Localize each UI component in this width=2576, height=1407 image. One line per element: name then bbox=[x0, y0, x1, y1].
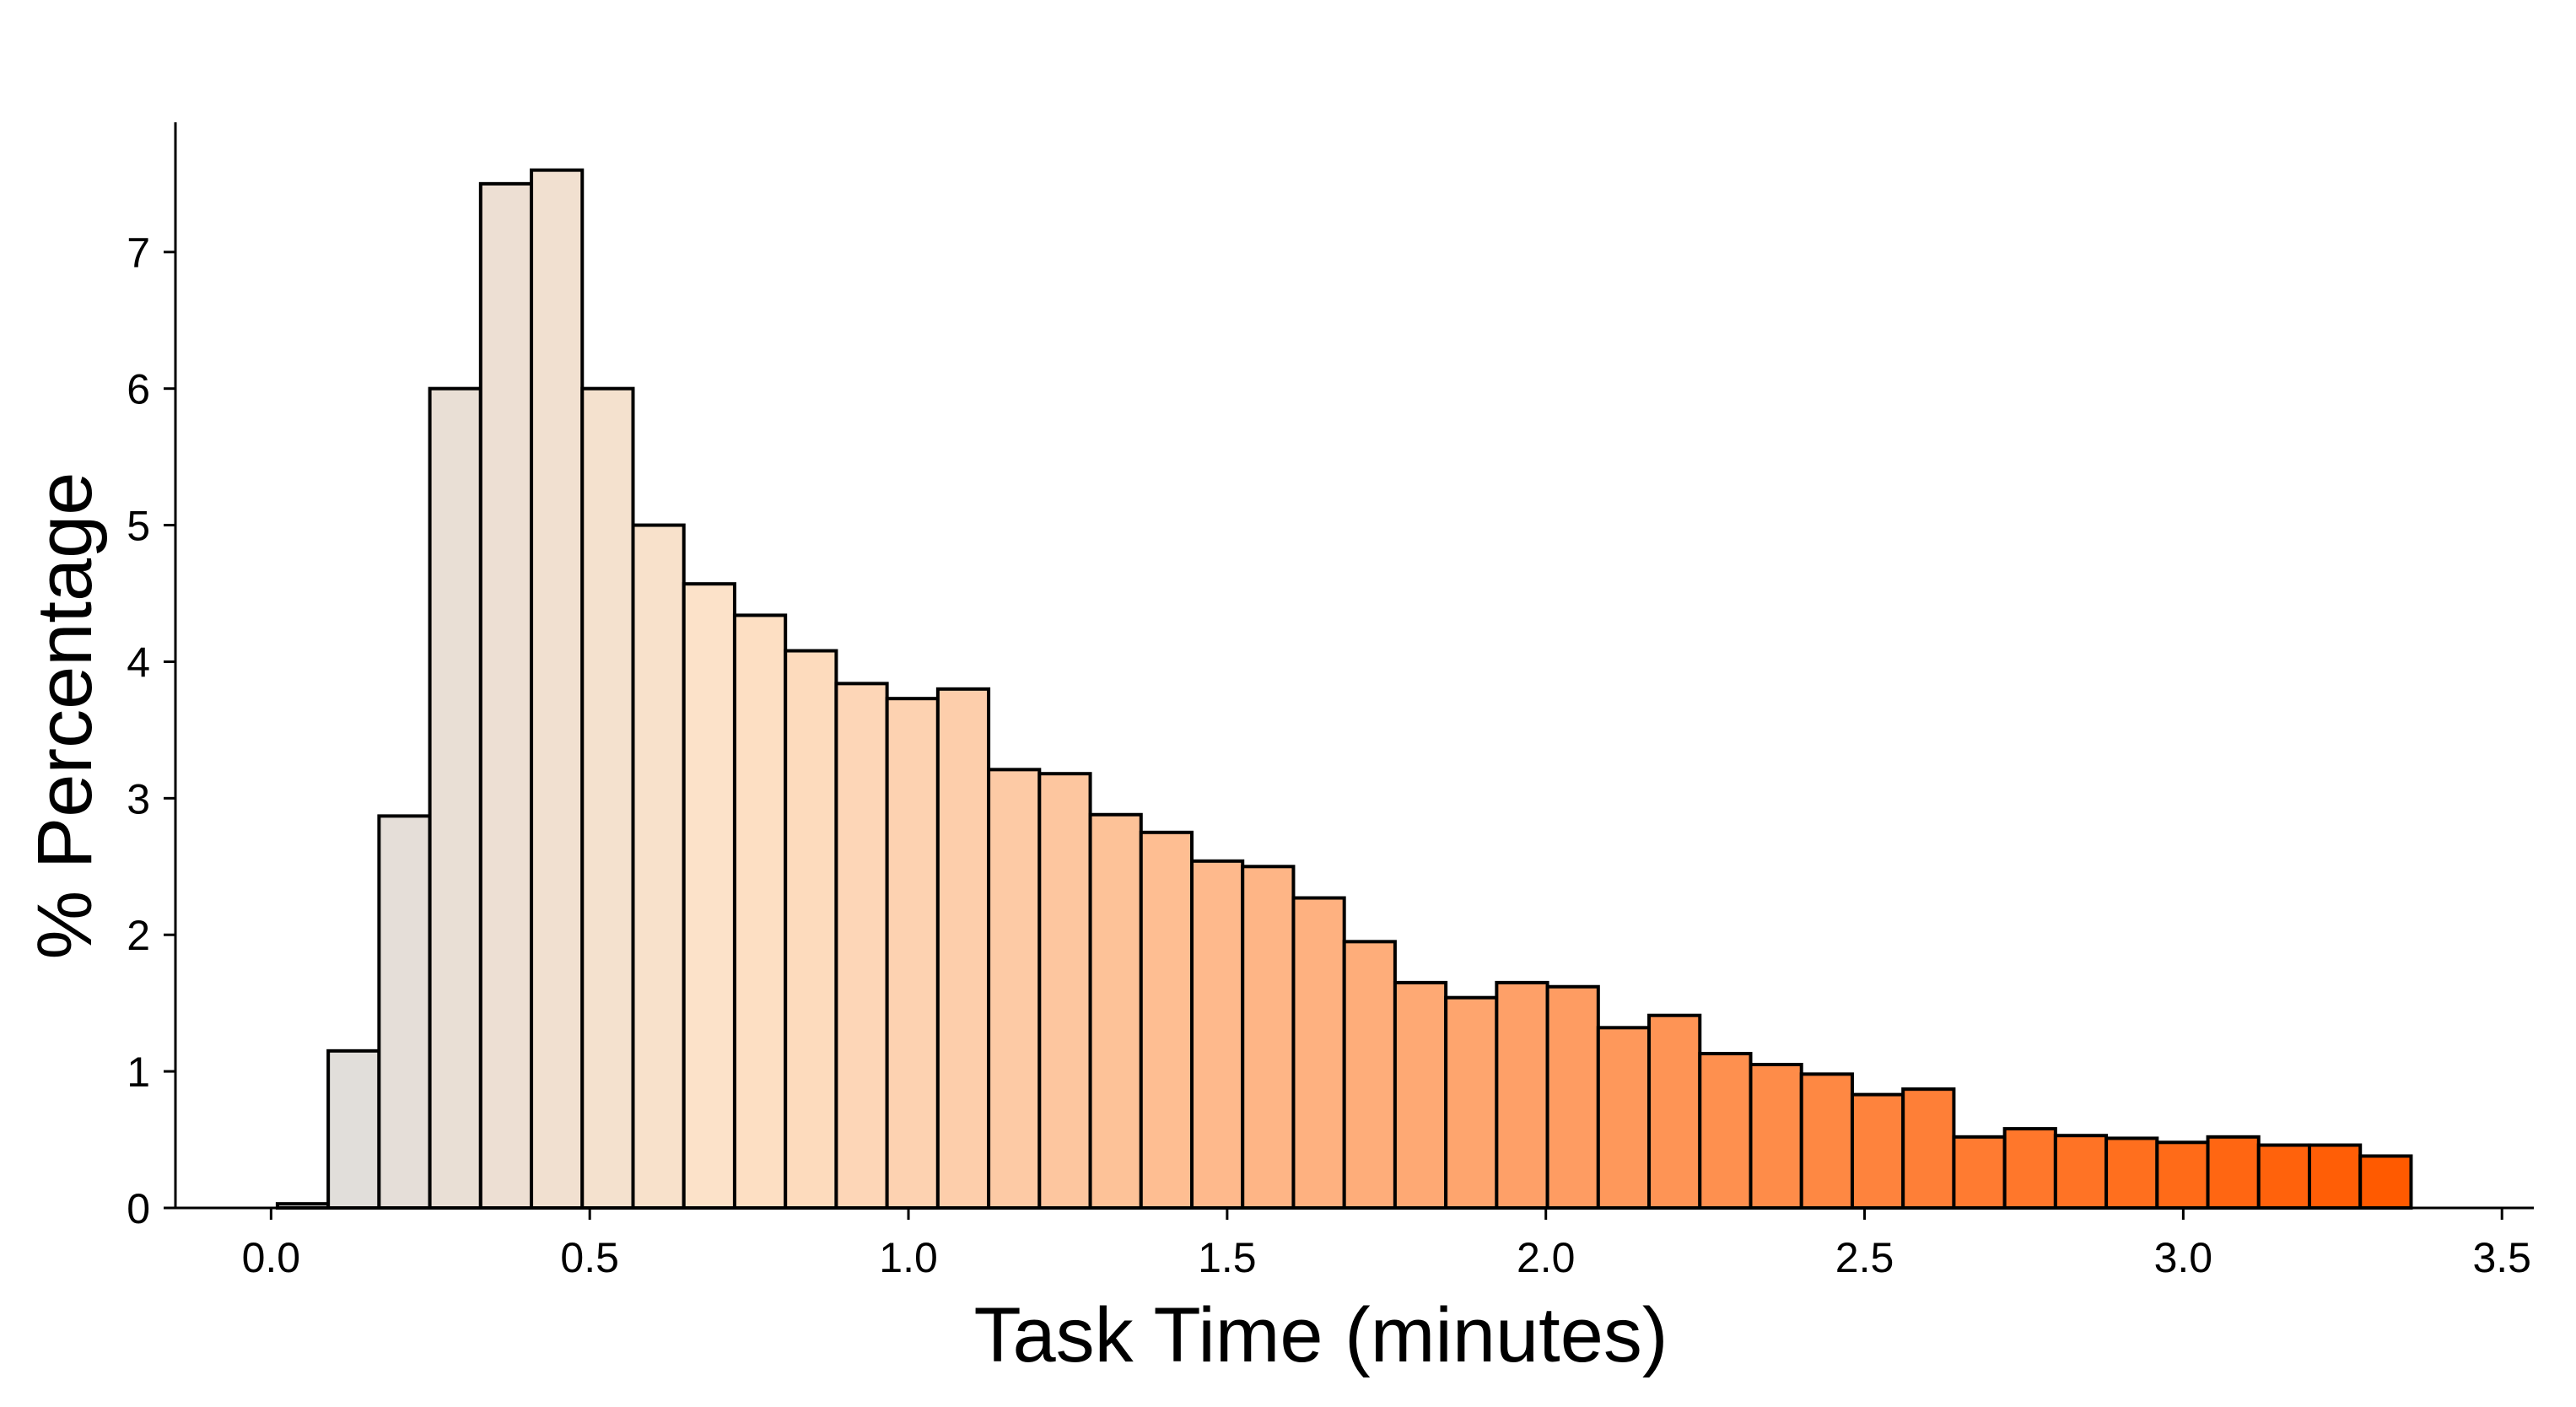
histogram-bar bbox=[478, 181, 534, 1210]
histogram-bar bbox=[2104, 1136, 2159, 1210]
histogram-bar bbox=[1444, 995, 1499, 1210]
y-ticks-layer: 0 1 2 3 4 5 6 7 bbox=[127, 229, 175, 1232]
x-axis-title: Task Time (minutes) bbox=[973, 1292, 1668, 1378]
histogram-bar bbox=[2206, 1135, 2261, 1210]
histogram-bar bbox=[2256, 1143, 2312, 1210]
histogram-bar bbox=[631, 523, 686, 1210]
y-axis-title: % Percentage bbox=[22, 472, 108, 960]
bars-layer bbox=[275, 168, 2413, 1210]
histogram-bar bbox=[326, 1049, 381, 1210]
histogram-bar bbox=[1393, 980, 1448, 1210]
histogram-bar bbox=[732, 613, 788, 1210]
histogram-bar bbox=[2155, 1140, 2210, 1210]
y-tick-label: 0 bbox=[127, 1185, 150, 1232]
histogram-bar bbox=[428, 386, 482, 1210]
x-tick-label: 2.5 bbox=[1835, 1234, 1894, 1281]
axes-layer bbox=[174, 122, 2534, 1210]
histogram-bar bbox=[784, 649, 838, 1210]
histogram-bar bbox=[1241, 865, 1296, 1210]
histogram-bar bbox=[2358, 1154, 2413, 1210]
histogram-bar bbox=[580, 386, 635, 1210]
y-tick-label: 6 bbox=[127, 366, 150, 413]
x-ticks-layer: 0.0 0.5 1.0 1.5 2.0 2.5 3.0 3.5 bbox=[242, 1208, 2531, 1281]
histogram-bar bbox=[1495, 980, 1549, 1210]
y-tick-label: 3 bbox=[127, 775, 150, 822]
x-tick-label: 3.5 bbox=[2472, 1234, 2531, 1281]
histogram-bar bbox=[1037, 772, 1092, 1210]
histogram-bar bbox=[1901, 1087, 1956, 1210]
histogram-bar bbox=[987, 768, 1042, 1210]
histogram-bar bbox=[2053, 1134, 2109, 1210]
x-tick-label: 1.0 bbox=[879, 1234, 938, 1281]
histogram-bar bbox=[2002, 1127, 2057, 1210]
histogram-bar bbox=[885, 697, 940, 1210]
x-tick-label: 3.0 bbox=[2154, 1234, 2213, 1281]
histogram-bar bbox=[935, 687, 991, 1210]
histogram-bar bbox=[377, 814, 432, 1210]
histogram-bar bbox=[1647, 1013, 1702, 1210]
histogram-bar bbox=[1545, 984, 1600, 1210]
histogram-bar bbox=[834, 682, 889, 1210]
x-tick-label: 2.0 bbox=[1517, 1234, 1576, 1281]
histogram-bar bbox=[1342, 940, 1397, 1210]
histogram-bar bbox=[1799, 1072, 1854, 1210]
histogram-bar bbox=[1596, 1026, 1652, 1210]
histogram-bar bbox=[1088, 812, 1143, 1210]
histogram-bar bbox=[682, 582, 736, 1210]
x-tick-label: 1.5 bbox=[1198, 1234, 1257, 1281]
y-tick-label: 7 bbox=[127, 229, 150, 277]
histogram-bar bbox=[1850, 1092, 1905, 1210]
histogram-bar bbox=[1291, 896, 1346, 1210]
histogram-bar bbox=[1952, 1135, 2007, 1210]
x-tick-label: 0.5 bbox=[560, 1234, 619, 1281]
histogram-bar bbox=[1698, 1052, 1753, 1210]
y-tick-label: 1 bbox=[127, 1049, 150, 1096]
y-tick-label: 2 bbox=[127, 912, 150, 959]
histogram-bar bbox=[2308, 1143, 2363, 1210]
histogram-bar bbox=[1749, 1063, 1803, 1210]
y-tick-label: 5 bbox=[127, 503, 150, 550]
histogram-bar bbox=[1139, 830, 1194, 1210]
histogram-bar bbox=[1190, 859, 1245, 1210]
x-tick-label: 0.0 bbox=[242, 1234, 301, 1281]
histogram-bar bbox=[530, 168, 585, 1210]
y-tick-label: 4 bbox=[127, 639, 150, 686]
